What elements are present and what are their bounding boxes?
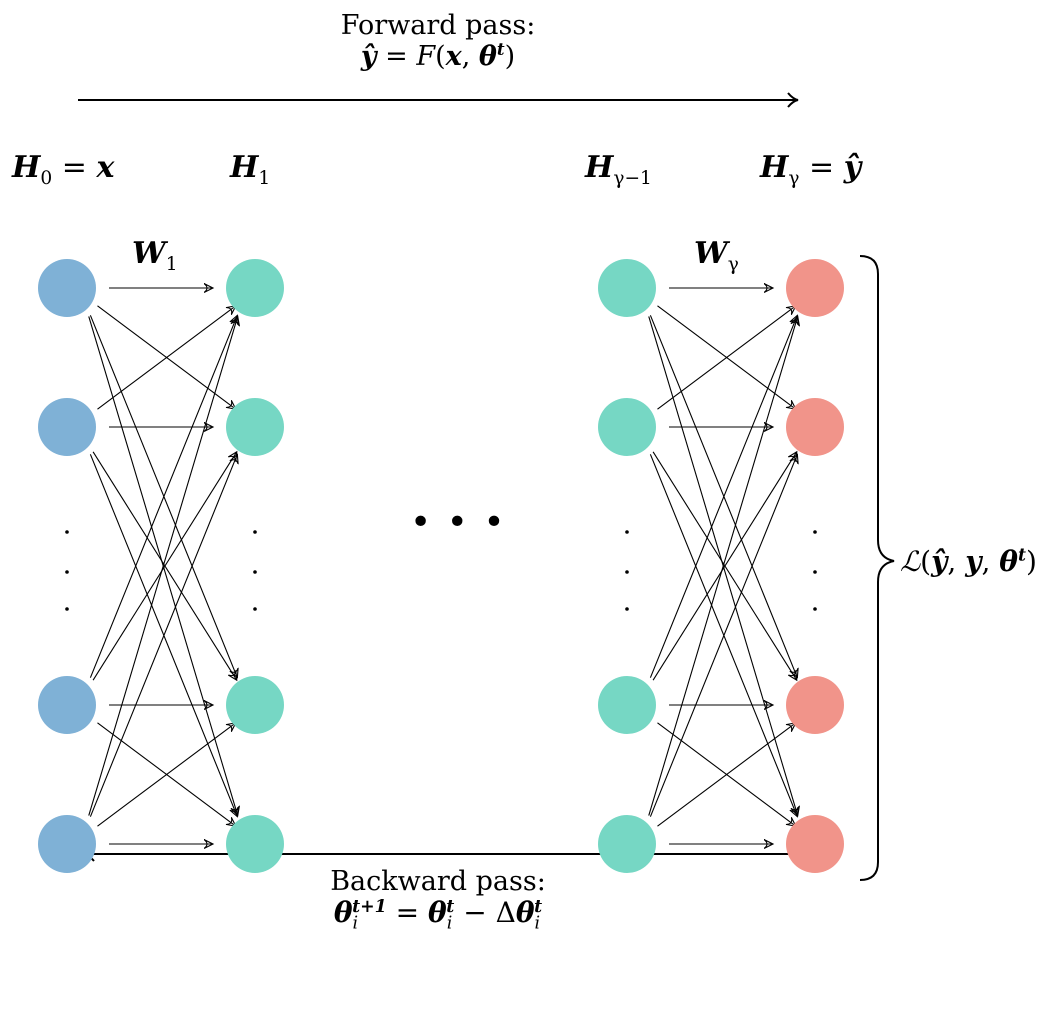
hidden-node-1	[226, 398, 284, 456]
input-node	[38, 398, 96, 456]
output-node	[786, 259, 844, 317]
loss-brace	[859, 255, 895, 881]
ellipsis-dot	[813, 570, 817, 574]
ellipsis-dot	[253, 570, 257, 574]
edge	[92, 452, 237, 681]
ellipsis-dot	[65, 570, 69, 574]
layers-ellipsis: • • •	[410, 502, 507, 543]
layer-label-h-gamma-minus-1: Hγ−1	[585, 150, 652, 189]
hidden-node-gamma-minus-1	[598, 676, 656, 734]
edge	[97, 723, 235, 827]
forward-caption: Forward pass: ŷ = F(x, θt)	[318, 10, 558, 72]
loss-function: ℒ(ŷ, y, θt)	[900, 545, 1037, 578]
edge	[649, 315, 797, 678]
ellipsis-dot	[813, 530, 817, 534]
backward-formula: θit+1 = θit − Δθit	[333, 896, 543, 934]
input-node	[38, 676, 96, 734]
ellipsis-dot	[625, 530, 629, 534]
hidden-node-gamma-minus-1	[598, 259, 656, 317]
layer-label-h-gamma: Hγ = ŷ	[760, 150, 862, 189]
backward-title: Backward pass:	[330, 866, 546, 897]
ellipsis-dot	[253, 607, 257, 611]
forward-title: Forward pass:	[340, 10, 536, 41]
hidden-node-1	[226, 815, 284, 873]
ellipsis-dot	[65, 530, 69, 534]
ellipsis-dot	[65, 607, 69, 611]
input-node	[38, 815, 96, 873]
edge	[89, 454, 237, 817]
edge	[649, 454, 797, 817]
edge	[89, 315, 237, 678]
layer-label-h1: H1	[230, 150, 271, 189]
ellipsis-dot	[253, 530, 257, 534]
ellipsis-dot	[625, 570, 629, 574]
edge	[88, 316, 238, 816]
edge	[97, 306, 235, 410]
vertical-ellipsis	[65, 530, 817, 611]
edge	[657, 306, 795, 410]
weight-label-w-gamma: Wγ	[694, 236, 739, 275]
forward-formula: ŷ = F(x, θt)	[360, 39, 516, 73]
output-node	[786, 676, 844, 734]
layer-label-h0: H0 = x	[12, 150, 115, 189]
backward-caption: Backward pass: θit+1 = θit − Δθit	[298, 866, 578, 934]
weight-label-w1: W1	[132, 236, 178, 275]
edges-layer-1	[88, 288, 238, 844]
edge	[657, 723, 795, 827]
hidden-node-gamma-minus-1	[598, 398, 656, 456]
output-node	[786, 398, 844, 456]
hidden-node-1	[226, 676, 284, 734]
input-node	[38, 259, 96, 317]
hidden-node-1	[226, 259, 284, 317]
ellipsis-dot	[813, 607, 817, 611]
edge	[652, 452, 797, 681]
ellipsis-dot	[625, 607, 629, 611]
nodes	[38, 259, 844, 873]
edge	[648, 316, 798, 816]
edges-layer-gamma	[648, 288, 798, 844]
output-node	[786, 815, 844, 873]
hidden-node-gamma-minus-1	[598, 815, 656, 873]
